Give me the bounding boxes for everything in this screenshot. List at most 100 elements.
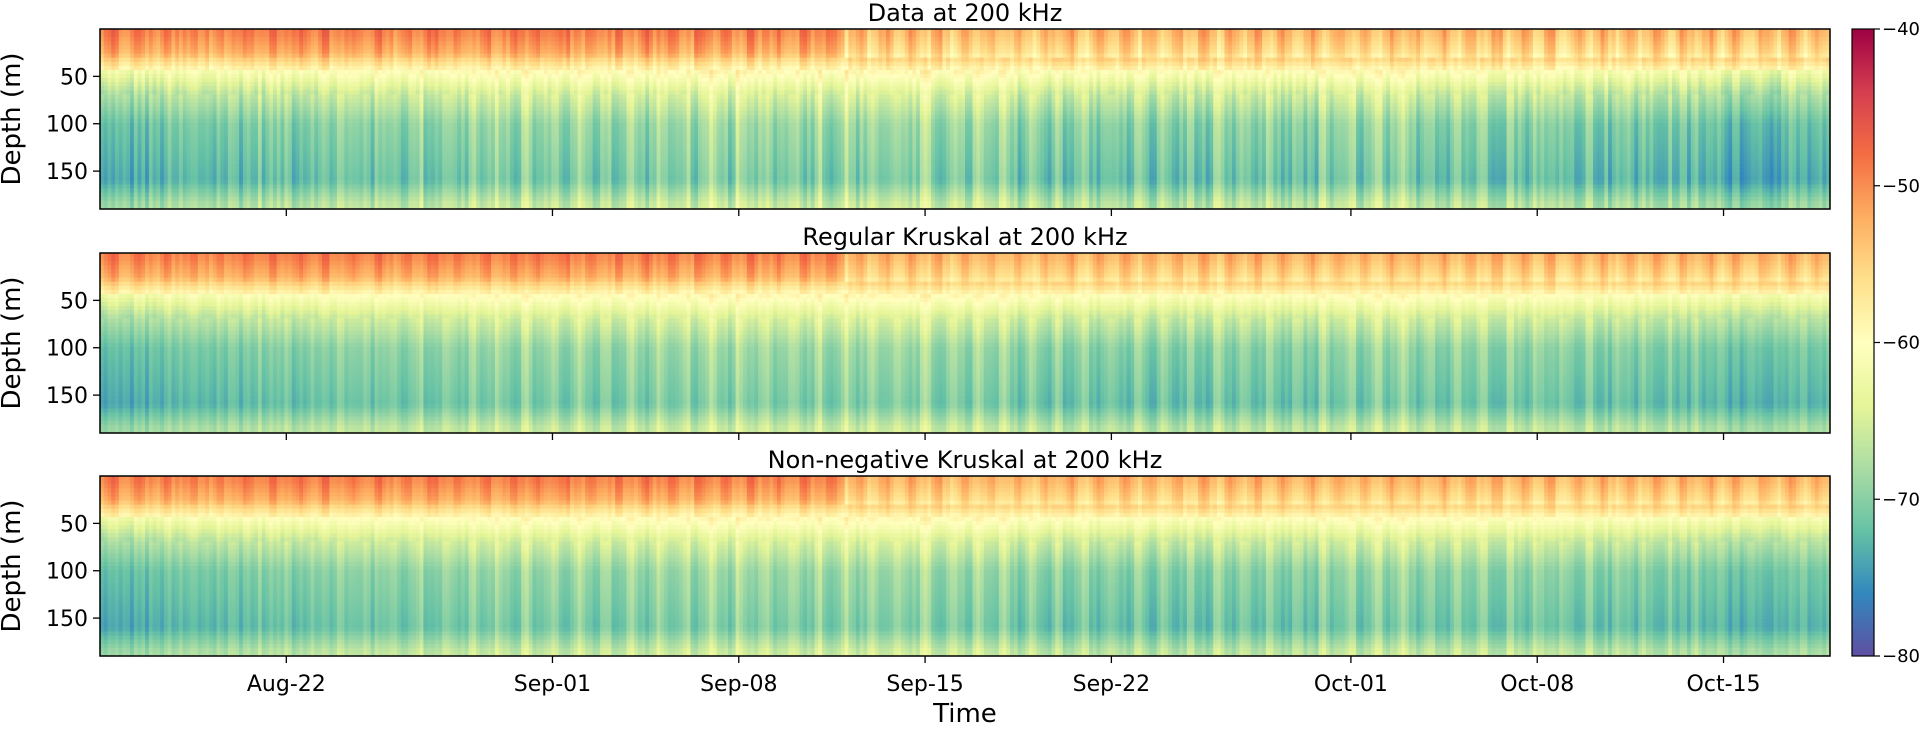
heatmap-cell	[202, 160, 206, 165]
heatmap-cell	[171, 123, 175, 128]
heatmap-cell	[171, 49, 175, 54]
heatmap-cell	[217, 103, 221, 108]
heatmap-cell	[168, 58, 172, 63]
heatmap-cell	[247, 123, 251, 128]
heatmap-cell	[119, 41, 123, 46]
heatmap-cell	[198, 103, 202, 108]
heatmap-cell	[164, 176, 168, 181]
heatmap-cell	[205, 66, 209, 71]
heatmap-cell	[179, 127, 183, 132]
heatmap-cell	[250, 86, 254, 91]
heatmap-cell	[123, 127, 127, 132]
heatmap-cell	[145, 54, 149, 59]
heatmap-cell	[175, 131, 179, 136]
heatmap-cell	[171, 201, 175, 206]
heatmap-cell	[168, 189, 172, 194]
heatmap-cell	[190, 135, 194, 140]
heatmap-cell	[108, 45, 112, 50]
heatmap-cell	[160, 70, 164, 75]
heatmap-cell	[235, 66, 239, 71]
heatmap-cell	[202, 45, 206, 50]
heatmap-cell	[202, 94, 206, 99]
heatmap-cell	[130, 66, 134, 71]
heatmap-cell	[187, 90, 191, 95]
heatmap-cell	[228, 123, 232, 128]
heatmap-cell	[213, 78, 217, 83]
heatmap-cell	[134, 99, 138, 104]
heatmap-cell	[220, 164, 224, 169]
heatmap-cell	[168, 70, 172, 75]
heatmap-cell	[220, 94, 224, 99]
heatmap-cell	[258, 131, 262, 136]
heatmap-cell	[220, 33, 224, 38]
heatmap-cell	[164, 49, 168, 54]
heatmap-cell	[119, 99, 123, 104]
heatmap-cell	[111, 123, 115, 128]
heatmap-cell	[220, 70, 224, 75]
heatmap-cell	[232, 45, 236, 50]
heatmap-cell	[190, 33, 194, 38]
heatmap-cell	[187, 37, 191, 42]
heatmap-cell	[126, 94, 130, 99]
heatmap-cell	[198, 119, 202, 124]
heatmap-cell	[149, 49, 153, 54]
heatmap-cell	[156, 144, 160, 149]
heatmap-cell	[164, 164, 168, 169]
heatmap-cell	[250, 123, 254, 128]
heatmap-cell	[115, 41, 119, 46]
heatmap-cell	[104, 58, 108, 63]
heatmap-cell	[239, 160, 243, 165]
heatmap-cell	[183, 37, 187, 42]
heatmap-cell	[198, 197, 202, 202]
heatmap-cell	[175, 176, 179, 181]
heatmap-cell	[258, 90, 262, 95]
heatmap-cell	[160, 94, 164, 99]
heatmap-cell	[213, 135, 217, 140]
heatmap-cell	[153, 58, 157, 63]
heatmap-cell	[126, 184, 130, 189]
heatmap-cell	[239, 131, 243, 136]
heatmap-cell	[168, 119, 172, 124]
heatmap-cell	[213, 103, 217, 108]
heatmap-cell	[130, 37, 134, 42]
heatmap-cell	[149, 131, 153, 136]
heatmap-cell	[175, 119, 179, 124]
heatmap-cell	[111, 139, 115, 144]
heatmap-cell	[115, 156, 119, 161]
heatmap-cell	[262, 94, 266, 99]
heatmap-cell	[209, 45, 213, 50]
heatmap-cell	[209, 160, 213, 165]
heatmap-cell	[205, 54, 209, 59]
heatmap-cell	[228, 33, 232, 38]
heatmap-cell	[126, 58, 130, 63]
heatmap-cell	[243, 94, 247, 99]
heatmap-cell	[232, 115, 236, 120]
heatmap-cell	[134, 172, 138, 177]
heatmap-cell	[247, 62, 251, 67]
heatmap-cell	[119, 62, 123, 67]
heatmap-cell	[262, 144, 266, 149]
heatmap-cell	[108, 123, 112, 128]
heatmap-cell	[217, 33, 221, 38]
heatmap-cell	[190, 176, 194, 181]
heatmap-cell	[149, 107, 153, 112]
heatmap-cell	[258, 99, 262, 104]
heatmap-cell	[243, 74, 247, 79]
heatmap-cell	[194, 156, 198, 161]
heatmap-cell	[156, 94, 160, 99]
heatmap-cell	[213, 111, 217, 116]
heatmap-cell	[254, 82, 258, 87]
heatmap-cell	[243, 70, 247, 75]
heatmap-cell	[205, 160, 209, 165]
heatmap-cell	[224, 201, 228, 206]
heatmap-cell	[171, 184, 175, 189]
heatmap-cell	[217, 176, 221, 181]
heatmap-cell	[153, 78, 157, 83]
heatmap-cell	[175, 184, 179, 189]
heatmap-cell	[160, 107, 164, 112]
heatmap-cell	[171, 107, 175, 112]
heatmap-cell	[153, 66, 157, 71]
heatmap-cell	[119, 78, 123, 83]
heatmap-cell	[247, 180, 251, 185]
